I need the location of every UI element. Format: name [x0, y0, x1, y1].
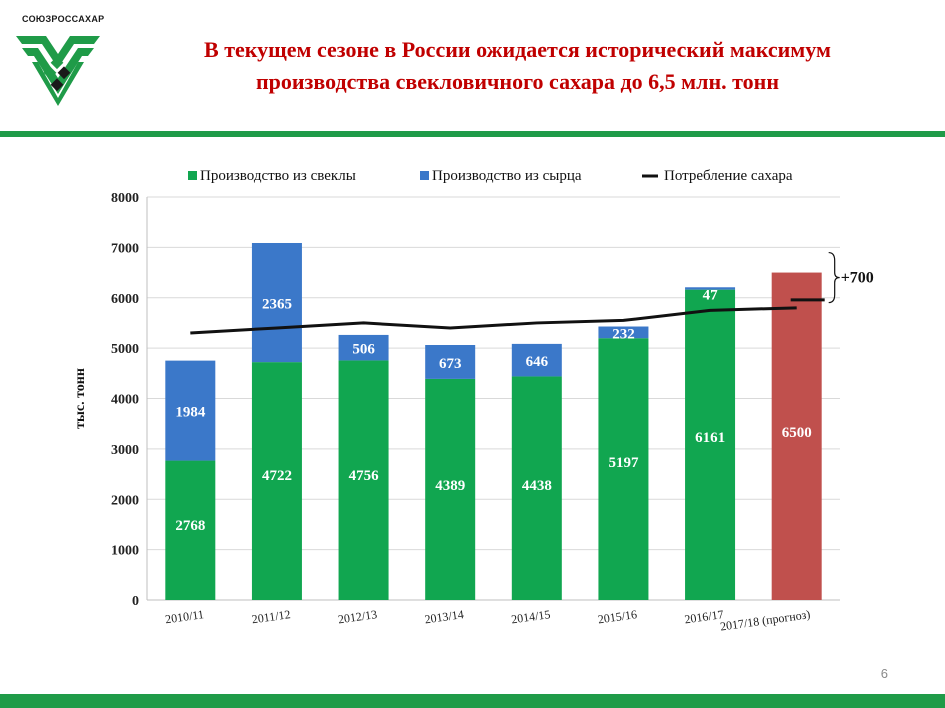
- y-tick-label: 0: [132, 594, 139, 609]
- legend-label: Производство из сырца: [432, 168, 582, 184]
- forecast-bar: [771, 272, 822, 600]
- beet-data-label: 6500: [782, 425, 812, 441]
- sugar-union-emblem-icon: [16, 36, 100, 106]
- x-tick-label: 2016/17: [684, 607, 725, 626]
- beet-bar: [425, 378, 476, 600]
- raw-data-label: 506: [352, 342, 375, 358]
- x-tick-label: 2014/15: [510, 607, 551, 626]
- x-tick-label: 2015/16: [597, 607, 638, 626]
- raw-data-label: 232: [612, 327, 635, 343]
- annotation-bracket: [828, 251, 840, 304]
- y-tick-label: 3000: [111, 443, 139, 458]
- legend-label: Производство из свеклы: [200, 168, 356, 184]
- raw-sugar-bar: [338, 334, 389, 361]
- y-tick-label: 6000: [111, 292, 139, 307]
- sugar-production-chart: 0 1000 2000 3000 4000 5000 6000 7000 8000 тыс. то…: [73, 168, 874, 634]
- raw-data-label: 1984: [175, 405, 206, 421]
- beet-data-label: 4438: [522, 478, 552, 494]
- annotation-label: +700: [841, 270, 874, 287]
- beet-data-label: 4722: [262, 468, 292, 484]
- raw-sugar-bar: [425, 345, 476, 379]
- beet-bar: [511, 376, 562, 600]
- y-tick-label: 1000: [111, 544, 139, 559]
- legend-swatch: [420, 171, 429, 180]
- raw-sugar-bar: [685, 287, 736, 290]
- beet-data-label: 6161: [695, 430, 725, 446]
- y-tick-label: 7000: [111, 241, 139, 256]
- beet-data-label: 4756: [349, 468, 380, 484]
- slide-title: В текущем сезоне в России ожидается исто…: [115, 34, 920, 98]
- logo: СОЮЗРОССАХАР: [8, 6, 108, 126]
- raw-sugar-bar: [511, 343, 562, 377]
- raw-sugar-bar: [165, 360, 216, 461]
- raw-data-label: 2365: [262, 297, 292, 313]
- x-tick-label: 2013/14: [424, 607, 465, 626]
- page-number: 6: [880, 666, 888, 681]
- beet-data-label: 2768: [175, 518, 205, 534]
- x-tick-label: 2012/13: [337, 607, 378, 626]
- beet-data-label: 5197: [608, 455, 639, 471]
- raw-sugar-bar: [598, 326, 649, 339]
- title-line-1: В текущем сезоне в России ожидается исто…: [204, 37, 831, 62]
- y-tick-label: 8000: [111, 191, 139, 206]
- top-divider: [0, 131, 945, 137]
- logo-text: СОЮЗРОССАХАР: [22, 14, 105, 24]
- beet-bar: [165, 460, 216, 600]
- x-tick-label: 2011/12: [251, 607, 291, 626]
- x-tick-label: 2010/11: [164, 607, 204, 626]
- y-tick-label: 5000: [111, 342, 139, 357]
- x-tick-label: 2017/18 (прогноз): [719, 607, 811, 634]
- raw-data-label: 47: [703, 287, 719, 303]
- y-tick-label: 4000: [111, 393, 139, 408]
- beet-bar: [338, 360, 389, 600]
- y-tick-label: 2000: [111, 493, 139, 508]
- raw-data-label: 673: [439, 356, 462, 372]
- title-line-2: производства свекловичного сахара до 6,5…: [255, 69, 780, 94]
- consumption-line: [190, 306, 797, 335]
- beet-bar: [251, 362, 302, 600]
- raw-sugar-bar: [251, 242, 302, 363]
- y-axis-label: тыс. тонн: [73, 368, 88, 429]
- bottom-bar: [0, 694, 945, 708]
- beet-bar: [598, 338, 649, 600]
- raw-data-label: 646: [526, 354, 549, 370]
- beet-bar: [685, 289, 736, 600]
- beet-data-label: 4389: [435, 478, 465, 494]
- legend-label: Потребление сахара: [664, 168, 793, 184]
- legend-swatch: [188, 171, 197, 180]
